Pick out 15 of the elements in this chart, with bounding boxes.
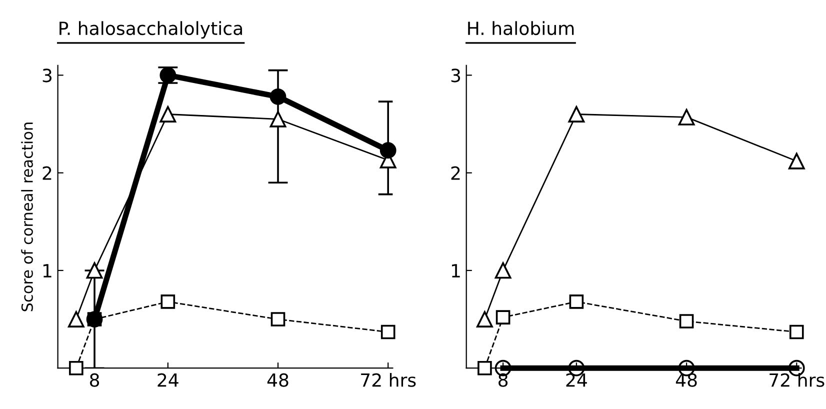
x-tick-label: 72 hrs	[770, 372, 824, 387]
y-tick-label: 3	[42, 68, 52, 82]
y-tick-label: 2	[42, 166, 52, 180]
y-tick-label: 3	[451, 68, 460, 82]
chart-title: P. halosacchalolytica	[60, 21, 242, 39]
x-tick-label: 8	[90, 373, 100, 387]
x-tick-label: 72 hrs	[361, 372, 416, 387]
x-tick-label: 24	[158, 373, 178, 387]
y-tick-label: 1	[452, 264, 460, 278]
y-axis-title: Score of corneal reaction	[21, 122, 33, 312]
x-tick-label: 24	[566, 373, 587, 387]
x-tick-label: 48	[267, 373, 288, 387]
y-tick-label: 2	[451, 166, 460, 180]
y-tick-label: 1	[43, 264, 52, 278]
chart-title: H. halobium	[468, 21, 574, 36]
